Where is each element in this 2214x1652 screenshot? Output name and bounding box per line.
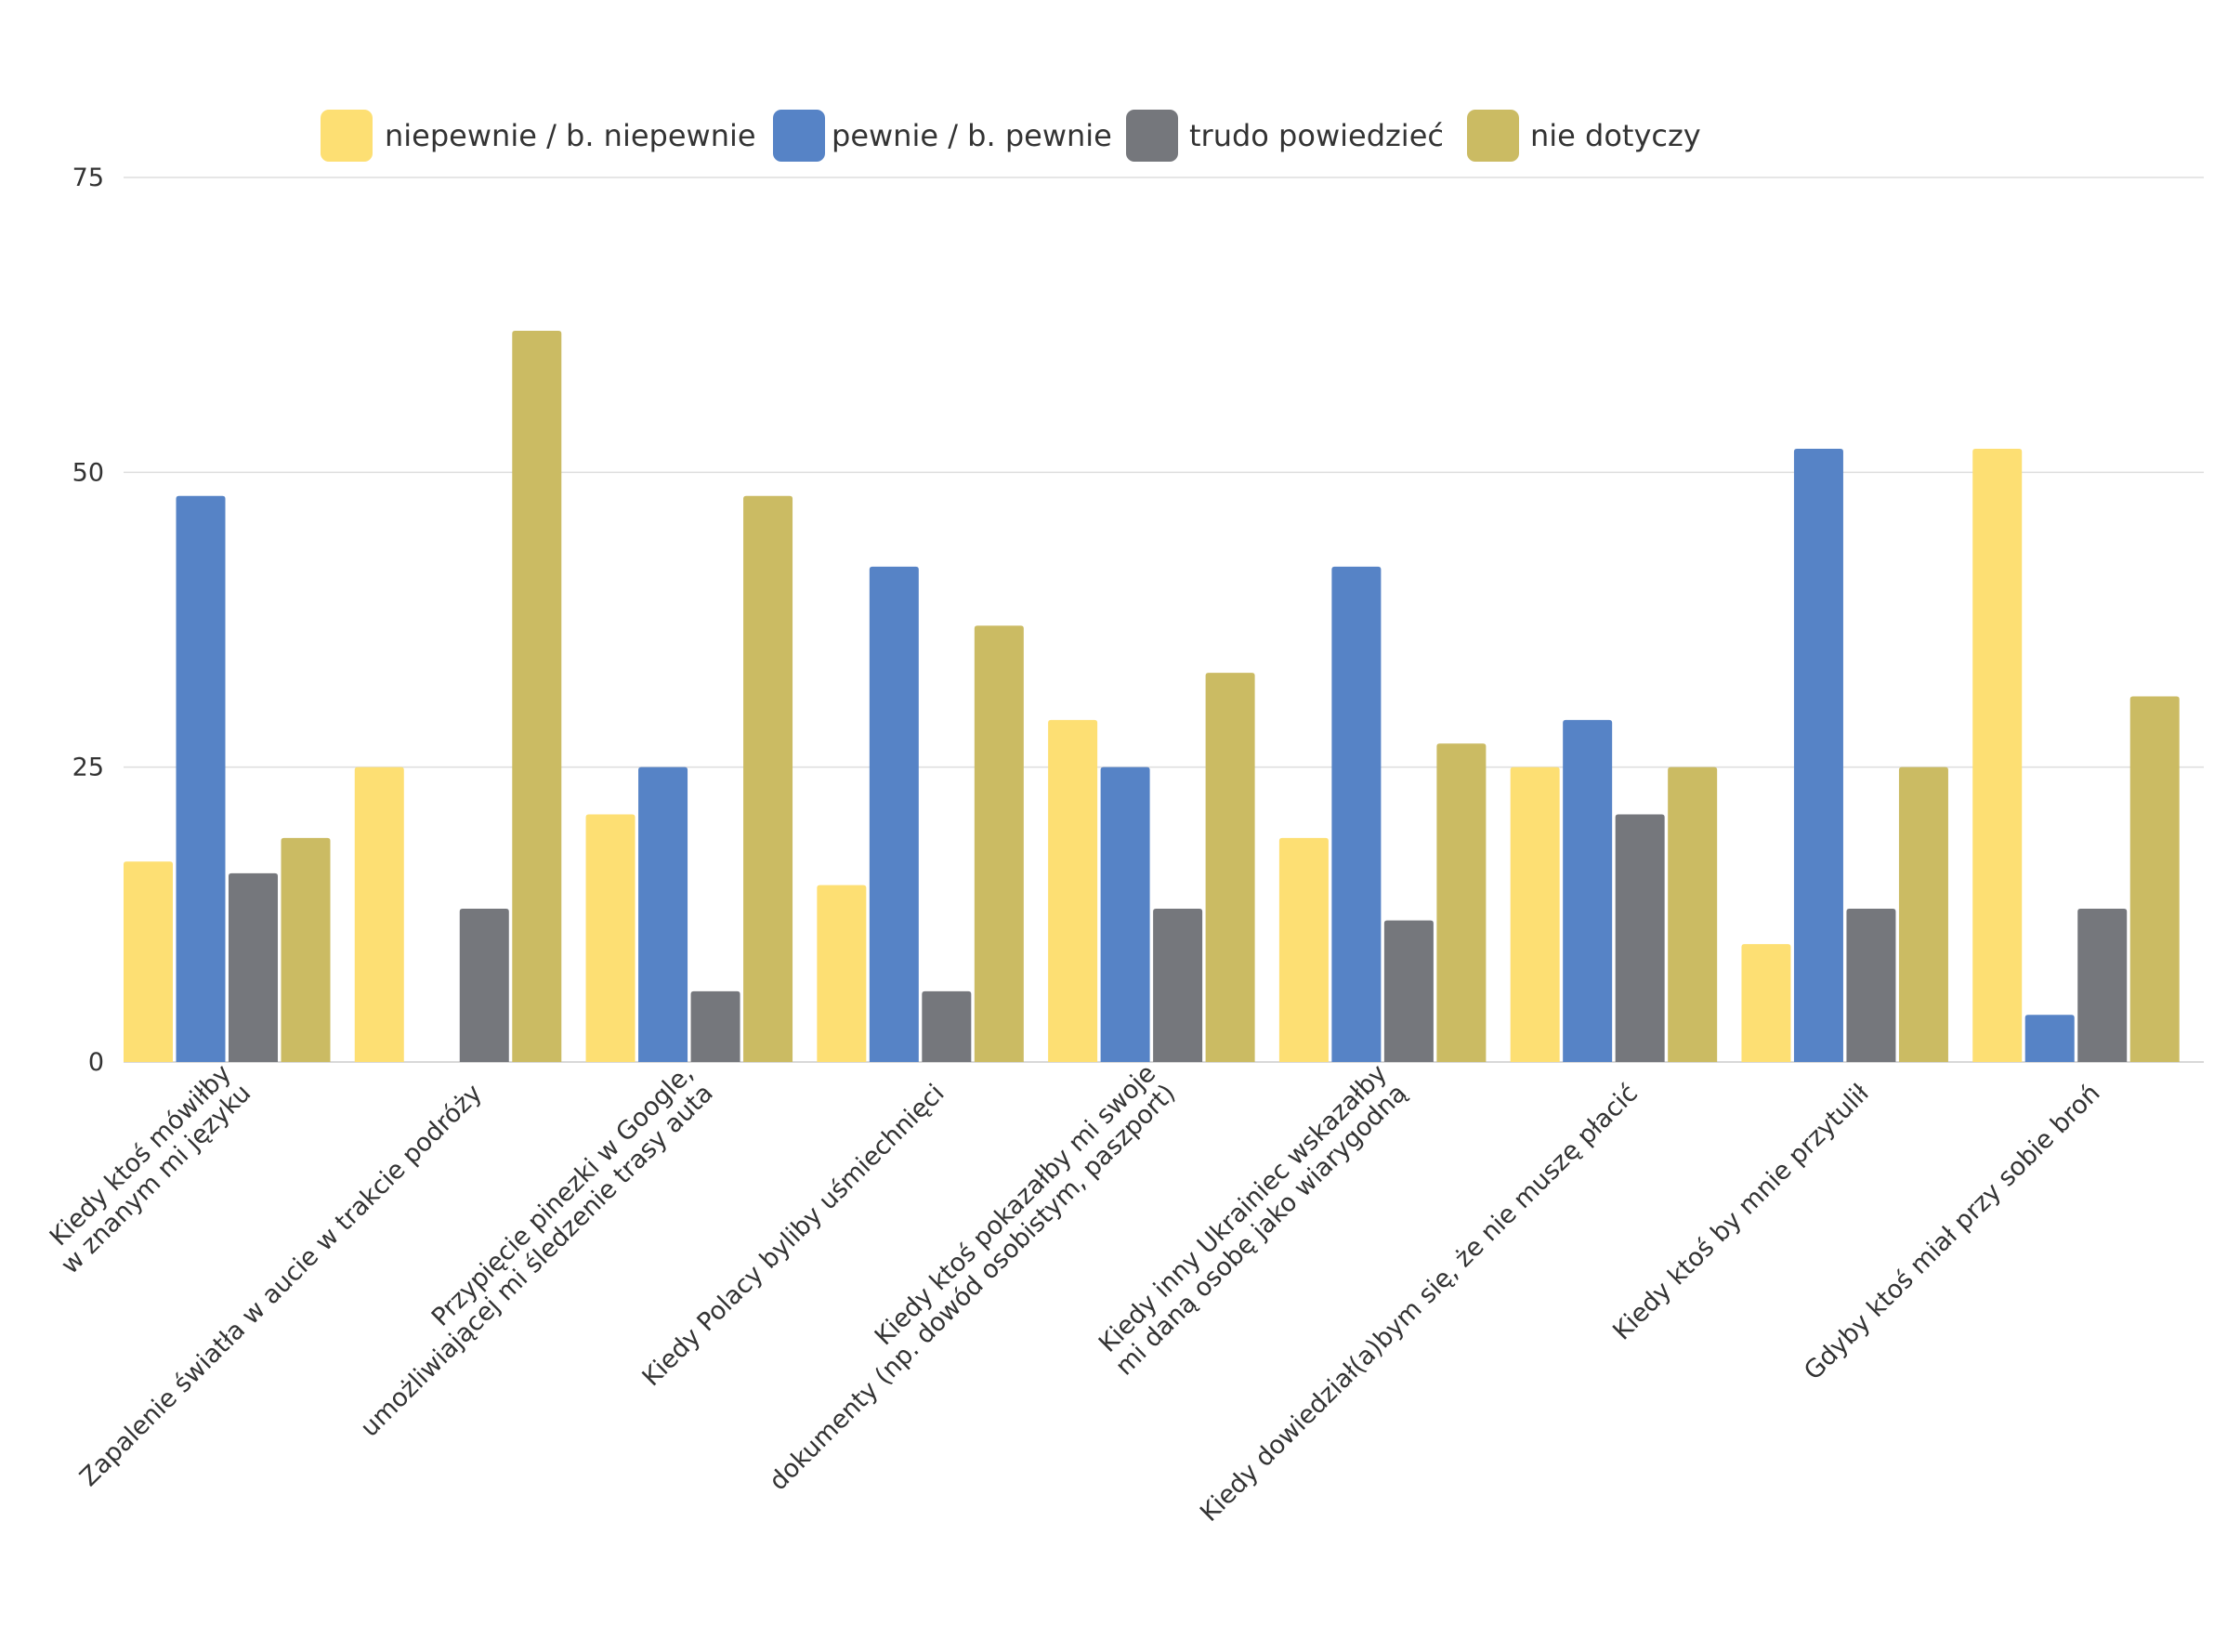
- legend-swatch-4: [1467, 110, 1519, 162]
- bar-2-7: [1563, 719, 1613, 1062]
- y-tick-label: 50: [72, 458, 104, 487]
- bar-2-1: [176, 495, 226, 1062]
- legend-label-4: nie dotyczy: [1530, 118, 1701, 153]
- bar-4-8: [1898, 767, 1948, 1062]
- y-tick-label: 25: [72, 754, 104, 782]
- bar-3-4: [922, 990, 972, 1062]
- bar-4-4: [974, 625, 1024, 1062]
- legend-label-1: niepewnie / b. niepewnie: [385, 118, 756, 153]
- bar-1-4: [817, 885, 867, 1062]
- x-category-label: Kiedy ktoś pokazałby mi swojedokumenty (…: [744, 1059, 1181, 1496]
- x-axis-labels: Kiedy ktoś mówiłbyw znanym mi językuZapa…: [36, 1059, 2106, 1527]
- bar-1-8: [1741, 944, 1791, 1062]
- bar-2-6: [1331, 566, 1382, 1062]
- bar-4-5: [1205, 673, 1255, 1062]
- bar-1-7: [1510, 767, 1560, 1062]
- x-category-label-line: Kiedy ktoś mówiłby: [45, 1059, 237, 1252]
- legend-swatch-3: [1126, 110, 1178, 162]
- bar-3-2: [459, 908, 509, 1062]
- bar-2-4: [869, 566, 919, 1062]
- bar-4-1: [281, 837, 331, 1062]
- bar-3-1: [229, 872, 278, 1062]
- bar-3-5: [1153, 908, 1203, 1062]
- bar-1-2: [354, 767, 404, 1062]
- bar-2-3: [638, 767, 688, 1062]
- legend-swatch-2: [773, 110, 825, 162]
- y-tick-label: 75: [72, 164, 104, 192]
- x-category-label-line: w znanym mi języku: [56, 1079, 256, 1279]
- x-category-label-line: dokumenty (np. dowód osobistym, paszport…: [764, 1079, 1181, 1496]
- bar-3-3: [690, 990, 740, 1062]
- x-category-label: Kiedy dowiedział(a)bym się, że nie muszę…: [1195, 1079, 1644, 1527]
- bar-3-8: [1846, 908, 1896, 1062]
- bar-3-6: [1383, 920, 1434, 1062]
- bar-1-9: [1972, 448, 2023, 1062]
- bar-4-3: [743, 495, 793, 1062]
- legend-label-3: trudo powiedzieć: [1189, 118, 1444, 153]
- bar-1-5: [1048, 719, 1098, 1062]
- bar-2-9: [2024, 1015, 2075, 1062]
- x-category-label-line: umożliwiającej mi śledzenie trasy auta: [355, 1079, 719, 1443]
- y-axis-ticks: 0 25 50 75: [72, 164, 104, 1077]
- bar-3-9: [2077, 908, 2128, 1062]
- legend-label-2: pewnie / b. pewnie: [832, 118, 1112, 153]
- bar-3-7: [1615, 814, 1665, 1062]
- legend-swatch-1: [321, 110, 373, 162]
- bar-1-6: [1278, 837, 1329, 1062]
- bar-1-1: [124, 861, 173, 1062]
- bar-1-3: [585, 814, 635, 1062]
- y-tick-label: 0: [88, 1048, 104, 1077]
- bar-4-9: [2129, 696, 2180, 1062]
- x-category-label: Kiedy ktoś mówiłbyw znanym mi języku: [36, 1059, 257, 1280]
- bar-4-2: [512, 331, 562, 1063]
- x-category-label-line: Kiedy ktoś by mnie przytulił: [1607, 1079, 1875, 1346]
- bar-2-8: [1793, 448, 1843, 1062]
- bars: [124, 331, 2180, 1063]
- bar-4-6: [1436, 743, 1487, 1062]
- legend: niepewnie / b. niepewnie pewnie / b. pewn…: [321, 110, 1701, 162]
- bar-4-7: [1668, 767, 1718, 1062]
- bar-2-5: [1100, 767, 1150, 1062]
- x-category-label: Kiedy ktoś by mnie przytulił: [1607, 1079, 1875, 1346]
- x-category-label-line: Kiedy dowiedział(a)bym się, że nie muszę…: [1195, 1079, 1644, 1527]
